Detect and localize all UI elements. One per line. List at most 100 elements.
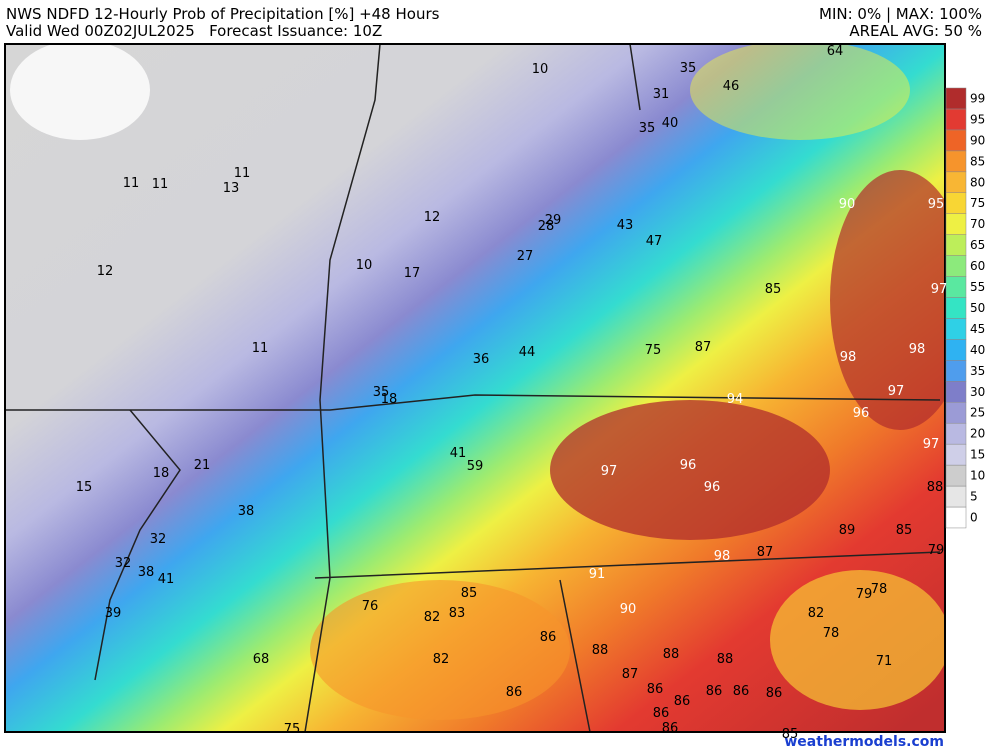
pop-label: 97 xyxy=(888,384,905,399)
areal-avg: AREAL AVG: 50 % xyxy=(849,22,982,40)
pop-label: 75 xyxy=(645,343,662,358)
pop-label: 86 xyxy=(674,694,691,709)
pop-label: 88 xyxy=(717,652,734,667)
colorbar-label: 20 xyxy=(970,427,985,441)
pop-label: 96 xyxy=(853,406,870,421)
pop-label: 97 xyxy=(923,437,940,452)
colorbar-label: 50 xyxy=(970,301,985,315)
pop-label: 46 xyxy=(723,79,740,94)
pop-label: 78 xyxy=(871,582,888,597)
pop-label: 90 xyxy=(620,602,637,617)
colorbar-label: 30 xyxy=(970,385,985,399)
colorbar-swatch xyxy=(945,360,967,382)
colorbar-label: 80 xyxy=(970,175,985,189)
pop-label: 12 xyxy=(424,210,441,225)
pop-label: 32 xyxy=(150,532,167,547)
pop-label: 29 xyxy=(545,213,562,228)
pop-label: 32 xyxy=(115,556,132,571)
pop-label: 82 xyxy=(433,652,450,667)
pop-label: 15 xyxy=(76,480,93,495)
pop-label: 59 xyxy=(467,459,484,474)
colorbar-swatch xyxy=(945,255,967,277)
pop-label: 35 xyxy=(680,61,697,76)
colorbar-swatch xyxy=(945,464,967,487)
pop-label: 38 xyxy=(238,504,255,519)
pop-label: 68 xyxy=(253,652,270,667)
pop-label: 98 xyxy=(909,342,926,357)
colorbar-swatch xyxy=(945,339,967,361)
pop-label: 97 xyxy=(601,464,618,479)
pop-label: 86 xyxy=(653,706,670,721)
colorbar-label: 40 xyxy=(970,343,985,357)
pop-label: 11 xyxy=(152,177,169,192)
pop-label: 27 xyxy=(517,249,534,264)
pop-label: 85 xyxy=(896,523,913,538)
colorbar-label: 85 xyxy=(970,154,985,168)
pop-label: 86 xyxy=(766,686,783,701)
pop-label: 47 xyxy=(646,234,663,249)
min-max: MIN: 0% | MAX: 100% xyxy=(819,5,982,23)
colorbar-swatch xyxy=(945,381,967,403)
colorbar-swatch xyxy=(945,213,967,235)
colorbar-swatch xyxy=(945,506,967,529)
colorbar-label: 55 xyxy=(970,280,985,294)
pop-label: 78 xyxy=(823,626,840,641)
colorbar-swatch xyxy=(945,171,967,194)
map-frame xyxy=(4,43,946,733)
pop-label: 86 xyxy=(662,721,679,736)
colorbar-swatch xyxy=(945,297,967,319)
valid-time: Valid Wed 00Z02JUL2025 Forecast Issuance… xyxy=(6,22,382,40)
pop-label: 87 xyxy=(695,340,712,355)
pop-label: 40 xyxy=(662,116,679,131)
colorbar-label: 95 xyxy=(970,112,985,126)
colorbar-swatch xyxy=(945,192,967,214)
pop-label: 88 xyxy=(592,643,609,658)
pop-label: 95 xyxy=(928,197,945,212)
title: NWS NDFD 12-Hourly Prob of Precipitation… xyxy=(6,5,440,23)
pop-label: 31 xyxy=(653,87,670,102)
pop-label: 18 xyxy=(381,392,398,407)
pop-label: 96 xyxy=(704,480,721,495)
pop-label: 11 xyxy=(252,341,269,356)
pop-label: 98 xyxy=(840,350,857,365)
colorbar-label: 65 xyxy=(970,238,985,252)
pop-label: 86 xyxy=(506,685,523,700)
pop-label: 18 xyxy=(153,466,170,481)
pop-label: 41 xyxy=(450,446,467,461)
colorbar-label: 70 xyxy=(970,217,985,231)
pop-label: 85 xyxy=(782,727,799,742)
colorbar-label: 45 xyxy=(970,322,985,336)
colorbar-swatch xyxy=(945,485,967,508)
colorbar-swatch xyxy=(945,87,967,110)
pop-label: 38 xyxy=(138,565,155,580)
pop-label: 98 xyxy=(714,549,731,564)
colorbar-swatch xyxy=(945,234,967,256)
pop-label: 87 xyxy=(622,667,639,682)
pop-label: 21 xyxy=(194,458,211,473)
pop-label: 83 xyxy=(449,606,466,621)
colorbar-label: 99 xyxy=(970,91,985,105)
pop-label: 11 xyxy=(234,166,251,181)
pop-label: 11 xyxy=(123,176,140,191)
pop-label: 39 xyxy=(105,606,122,621)
pop-label: 97 xyxy=(931,282,948,297)
colorbar-swatch xyxy=(945,150,967,173)
colorbar-swatch xyxy=(945,402,967,424)
pop-label: 82 xyxy=(808,606,825,621)
field-blobs xyxy=(5,44,945,732)
pop-label: 82 xyxy=(424,610,441,625)
colorbar-swatch xyxy=(945,443,967,466)
watermark: weathermodels.com xyxy=(784,734,944,750)
pop-label: 85 xyxy=(765,282,782,297)
pop-label: 71 xyxy=(876,654,893,669)
colorbar-swatch xyxy=(945,108,967,131)
pop-label: 85 xyxy=(461,586,478,601)
pop-label: 90 xyxy=(839,197,856,212)
pop-label: 13 xyxy=(223,181,240,196)
colorbar-label: 75 xyxy=(970,196,985,210)
pop-label: 36 xyxy=(473,352,490,367)
pop-label: 64 xyxy=(827,44,844,59)
colorbar-swatch xyxy=(945,276,967,298)
colorbar-label: 90 xyxy=(970,133,985,147)
